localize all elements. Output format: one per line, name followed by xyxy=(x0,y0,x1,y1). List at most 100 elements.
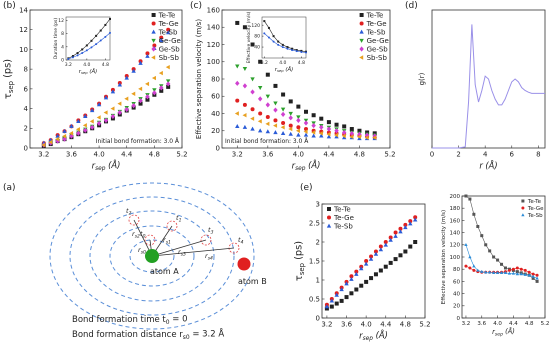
y-tick-label: 40 xyxy=(211,110,220,118)
marker xyxy=(250,89,255,95)
atom-a xyxy=(145,249,159,263)
marker xyxy=(378,268,383,273)
y-tick-label: 6 xyxy=(24,85,29,93)
x-axis-label: rsep (Å) xyxy=(275,66,294,73)
marker xyxy=(535,279,539,283)
marker xyxy=(165,64,170,70)
distance-label: rs2 xyxy=(132,230,140,239)
x-tick-label: 3.2 xyxy=(38,151,49,159)
x-tick-label: 3.2 xyxy=(462,321,471,327)
marker xyxy=(472,264,476,268)
x-tick-label: 4.0 xyxy=(493,321,502,327)
marker xyxy=(96,102,102,107)
marker xyxy=(339,287,344,292)
marker xyxy=(349,130,355,136)
marker xyxy=(62,128,67,133)
legend-label: Te-Te xyxy=(158,11,176,19)
marker xyxy=(152,43,157,48)
marker xyxy=(334,132,339,138)
distance-label: rs1 xyxy=(163,236,171,245)
legend-item: Te-Sb xyxy=(326,222,353,230)
marker xyxy=(484,270,488,274)
y-tick-label: 0 xyxy=(216,144,220,152)
marker xyxy=(388,260,393,265)
marker xyxy=(359,13,364,17)
marker xyxy=(369,254,374,259)
label-part: = 3.2 Å xyxy=(190,328,225,340)
marker xyxy=(341,135,347,140)
marker xyxy=(383,264,388,269)
x-tick-label: 3.2 xyxy=(261,60,268,66)
x-tick-label: 5.2 xyxy=(419,321,430,329)
subscript: 2 xyxy=(129,210,132,216)
marker xyxy=(138,86,143,92)
marker xyxy=(303,120,309,126)
marker xyxy=(124,106,129,113)
legend-label: Te-Sb xyxy=(527,213,543,219)
marker xyxy=(138,101,143,106)
marker xyxy=(324,304,330,309)
marker xyxy=(503,266,507,270)
marker xyxy=(103,110,108,115)
y-tick-label: 180 xyxy=(450,206,461,212)
target xyxy=(166,220,178,232)
marker xyxy=(311,113,316,118)
legend-item: Ge-Sb xyxy=(151,45,180,53)
caption: Bond formation time t0 = 0 xyxy=(72,315,187,326)
marker xyxy=(369,276,374,281)
marker xyxy=(273,118,278,123)
legend-label: Te-Sb xyxy=(366,28,386,36)
marker xyxy=(89,124,95,130)
x-axis-label: rsep (Å) xyxy=(359,329,388,342)
marker xyxy=(145,81,150,87)
y-tick-label: 40 xyxy=(254,45,260,51)
marker xyxy=(159,35,164,40)
subscript: s3 xyxy=(181,251,186,257)
marker xyxy=(296,104,301,109)
marker xyxy=(408,221,413,226)
label-part: (ps) xyxy=(3,59,14,81)
y-tick-label: 140 xyxy=(207,24,220,32)
marker xyxy=(300,50,303,53)
y-tick-label: 8 xyxy=(24,66,28,74)
marker xyxy=(535,273,539,277)
panel-label: (b) xyxy=(3,1,16,11)
marker xyxy=(67,58,70,61)
marker xyxy=(304,109,308,114)
legend-label: Te-Ge xyxy=(527,206,544,212)
marker xyxy=(242,25,247,30)
subscript: sep xyxy=(7,81,15,93)
marker xyxy=(273,130,278,135)
marker xyxy=(296,115,301,120)
marker xyxy=(480,269,484,273)
marker xyxy=(110,106,115,111)
marker xyxy=(109,31,111,34)
y-tick-label: 3 xyxy=(316,200,320,208)
y-tick-label: 120 xyxy=(450,243,461,249)
marker xyxy=(357,134,362,139)
series-line xyxy=(264,20,307,53)
label-part: τ xyxy=(294,275,305,281)
marker xyxy=(75,127,80,132)
marker xyxy=(319,133,324,138)
marker xyxy=(408,219,413,224)
label-part: (Å) xyxy=(88,68,98,75)
x-tick-label: 0 xyxy=(430,151,434,159)
legend-label: Te-Ge xyxy=(366,20,387,28)
x-tick-label: 4.0 xyxy=(293,151,304,159)
legend-item: Te-Ge xyxy=(327,214,354,222)
panel-label: (d) xyxy=(405,1,418,11)
legend-label: Sb-Sb xyxy=(367,54,388,62)
marker xyxy=(90,46,93,49)
marker xyxy=(472,268,476,272)
marker xyxy=(89,119,94,124)
marker xyxy=(280,125,285,130)
x-axis-label: rsep (Å) xyxy=(292,159,321,172)
plot-frame xyxy=(461,195,546,319)
marker xyxy=(403,249,408,254)
marker xyxy=(303,129,308,134)
series-line xyxy=(432,24,545,149)
marker xyxy=(235,98,240,103)
label-part: r xyxy=(292,160,296,170)
marker xyxy=(535,276,539,280)
